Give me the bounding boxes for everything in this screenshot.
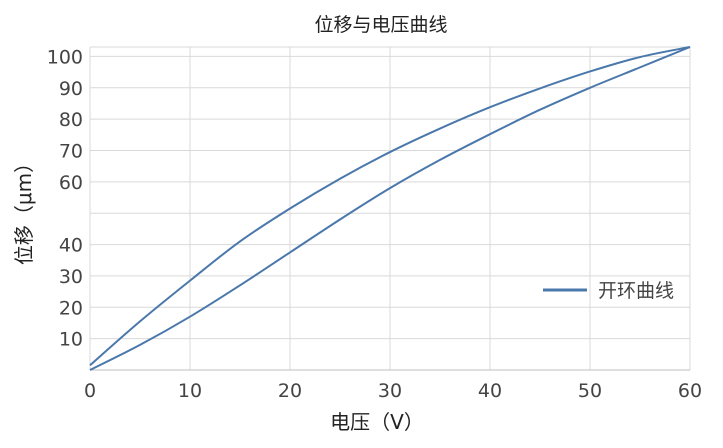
x-axis-label: 电压（V） <box>330 410 424 434</box>
x-tick-label: 40 <box>478 380 502 402</box>
y-tick-label: 30 <box>59 266 83 288</box>
y-axis-ticks: 10 20 30 40 60 70 80 90 100 <box>47 46 83 350</box>
legend: 开环曲线 <box>543 280 674 302</box>
x-tick-label: 20 <box>278 380 302 402</box>
y-axis-label: 位移（μm） <box>12 153 36 265</box>
y-tick-label: 60 <box>59 172 83 194</box>
x-tick-label: 60 <box>678 380 702 402</box>
x-tick-label: 30 <box>378 380 402 402</box>
x-tick-label: 0 <box>84 380 96 402</box>
y-tick-label: 100 <box>47 46 83 68</box>
x-tick-label: 10 <box>178 380 202 402</box>
legend-label: 开环曲线 <box>598 280 674 302</box>
y-tick-label: 70 <box>59 140 83 162</box>
y-tick-label: 20 <box>59 297 83 319</box>
grid <box>89 46 691 371</box>
x-axis-ticks: 0 10 20 30 40 50 60 <box>84 380 702 402</box>
series-line-upper <box>89 46 691 367</box>
y-tick-label: 80 <box>59 109 83 131</box>
series-line-lower <box>89 46 691 371</box>
x-tick-label: 50 <box>578 380 602 402</box>
y-tick-label: 10 <box>59 329 83 351</box>
chart-title: 位移与电压曲线 <box>314 14 447 36</box>
y-tick-label: 90 <box>59 78 83 100</box>
plot-lines <box>89 46 691 371</box>
y-tick-label: 40 <box>59 235 83 257</box>
